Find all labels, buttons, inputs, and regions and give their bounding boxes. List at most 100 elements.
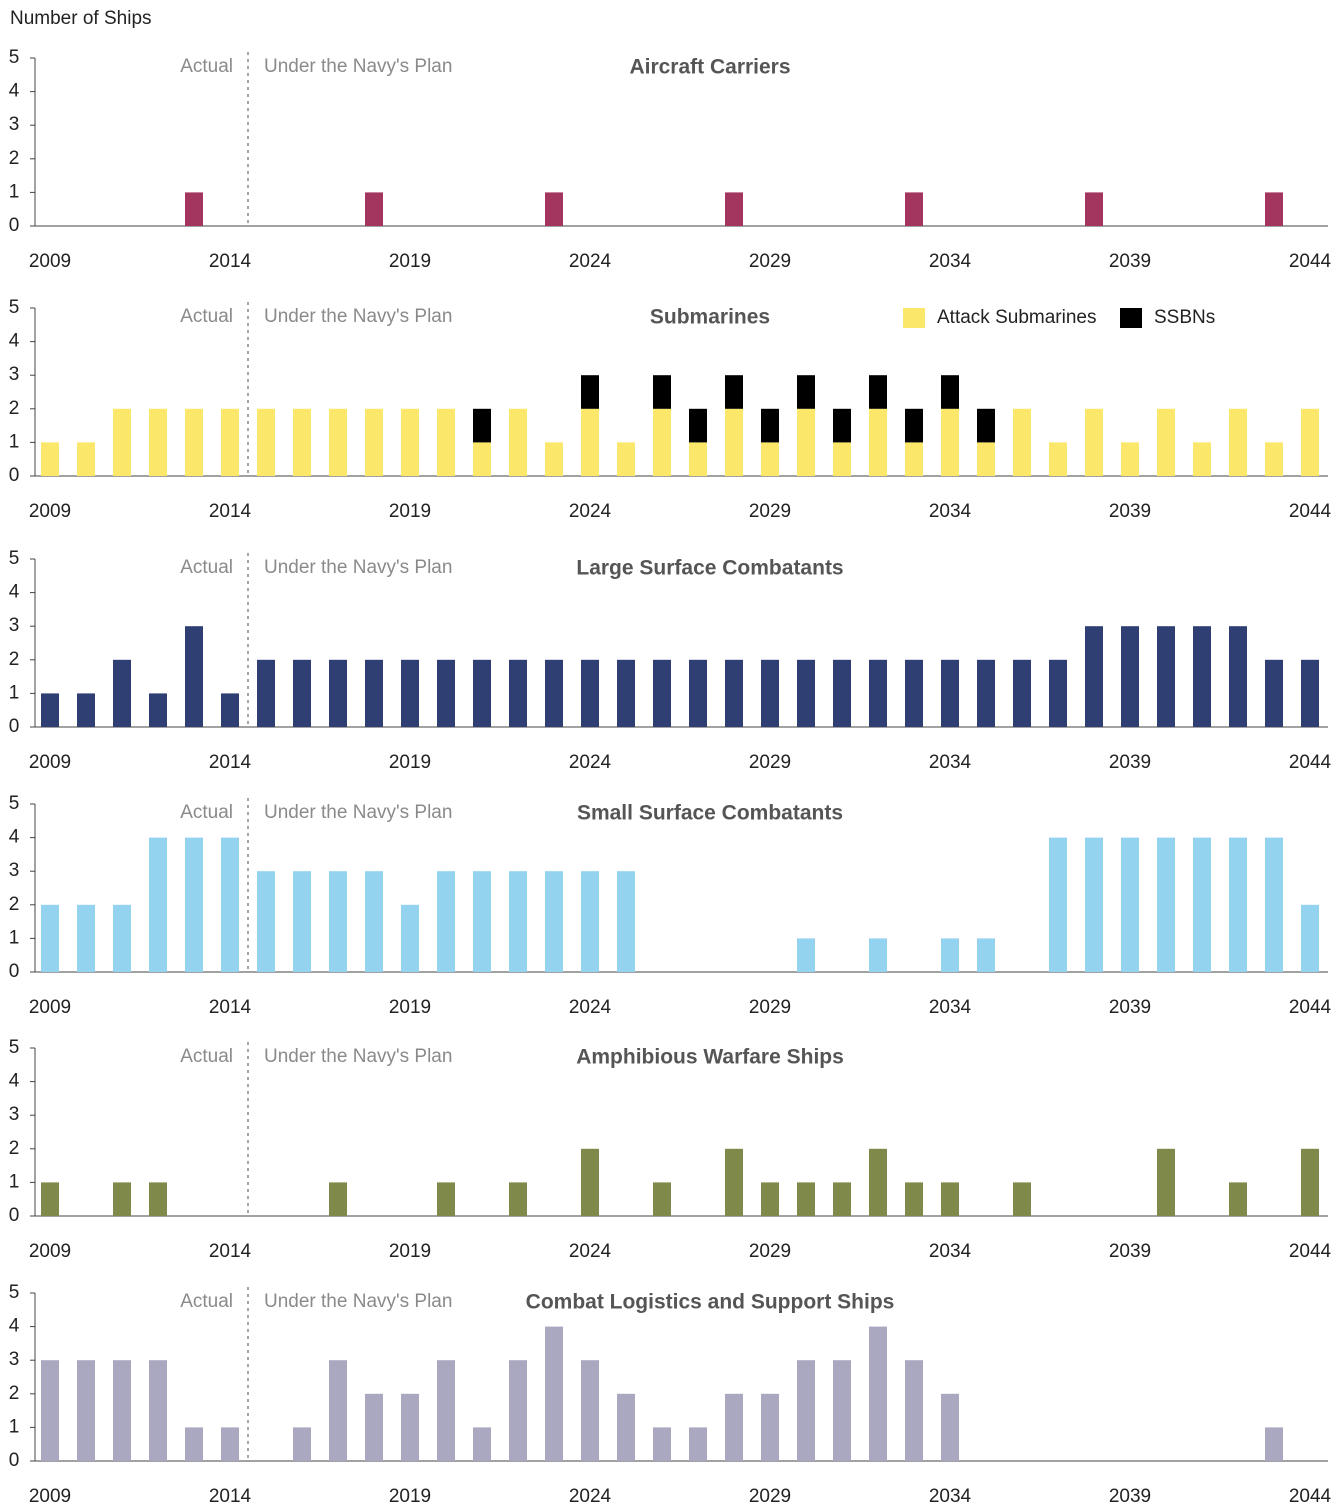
y-tick-label: 5 [9, 548, 20, 569]
bar [725, 192, 743, 226]
x-tick-label: 2029 [749, 501, 791, 522]
bar [869, 1148, 887, 1216]
bar [437, 1182, 455, 1216]
bar [185, 837, 203, 972]
y-tick-label: 4 [9, 1316, 20, 1337]
x-tick-label: 2029 [749, 1486, 791, 1507]
x-tick-label: 2029 [749, 1241, 791, 1262]
y-tick-label: 1 [9, 927, 20, 948]
bar-segment [581, 408, 599, 476]
x-tick-label: 2034 [929, 752, 972, 773]
annotation: Actual [180, 1291, 233, 1312]
bar [1157, 837, 1175, 972]
bar-segment [1085, 408, 1103, 476]
bar [1049, 837, 1067, 972]
x-tick-label: 2024 [569, 752, 612, 773]
y-tick-label: 1 [9, 682, 20, 703]
y-tick-label: 4 [9, 827, 20, 848]
bar [617, 1393, 635, 1461]
bar [365, 659, 383, 727]
bar [653, 1427, 671, 1461]
bar [1229, 626, 1247, 727]
bar [41, 904, 59, 972]
x-tick-label: 2029 [749, 997, 791, 1018]
y-tick-label: 0 [9, 961, 20, 982]
x-tick-label: 2009 [29, 997, 71, 1018]
x-tick-label: 2014 [209, 251, 252, 272]
bar-segment [221, 408, 239, 476]
y-tick-label: 3 [9, 615, 20, 636]
bar [833, 1360, 851, 1461]
bar-segment [725, 408, 743, 476]
y-tick-label: 1 [9, 1416, 20, 1437]
bar [761, 1393, 779, 1461]
bar [833, 1182, 851, 1216]
y-tick-label: 5 [9, 297, 20, 318]
y-tick-label: 3 [9, 1349, 20, 1370]
bar [113, 1182, 131, 1216]
bar [689, 1427, 707, 1461]
bar [797, 1182, 815, 1216]
bar [149, 1360, 167, 1461]
bar [473, 1427, 491, 1461]
bar [581, 659, 599, 727]
annotation: Actual [180, 56, 233, 77]
bar [1265, 837, 1283, 972]
bar [869, 659, 887, 727]
x-tick-label: 2044 [1289, 1486, 1332, 1507]
x-tick-label: 2024 [569, 997, 612, 1018]
x-tick-label: 2044 [1289, 251, 1332, 272]
bar [329, 1360, 347, 1461]
bar [545, 1326, 563, 1461]
x-tick-label: 2014 [209, 1241, 252, 1262]
bar [617, 659, 635, 727]
bar [617, 871, 635, 972]
bar [1085, 837, 1103, 972]
bar [149, 1182, 167, 1216]
y-tick-label: 5 [9, 1037, 20, 1058]
bar [581, 1148, 599, 1216]
y-tick-label: 1 [9, 1171, 20, 1192]
bar [545, 871, 563, 972]
x-tick-label: 2034 [929, 501, 972, 522]
x-tick-label: 2029 [749, 752, 791, 773]
x-tick-label: 2044 [1289, 501, 1332, 522]
bar [581, 1360, 599, 1461]
x-tick-label: 2019 [389, 251, 431, 272]
bar-segment [869, 408, 887, 476]
bar [797, 938, 815, 972]
annotation: Actual [180, 1046, 233, 1067]
bar-segment [1193, 442, 1211, 476]
bar [941, 938, 959, 972]
x-tick-label: 2024 [569, 251, 612, 272]
bar [401, 1393, 419, 1461]
bar [797, 659, 815, 727]
y-tick-label: 0 [9, 215, 20, 236]
bar-segment [329, 408, 347, 476]
bar [77, 904, 95, 972]
bar [329, 659, 347, 727]
bar [401, 904, 419, 972]
x-tick-label: 2039 [1109, 997, 1151, 1018]
bar [545, 192, 563, 226]
bar-segment [581, 375, 599, 409]
bar [905, 1360, 923, 1461]
bar [1265, 659, 1283, 727]
bar-segment [977, 442, 995, 476]
chart-title: Small Surface Combatants [577, 802, 843, 825]
bar-segment [293, 408, 311, 476]
x-tick-label: 2014 [209, 1486, 252, 1507]
y-tick-label: 4 [9, 331, 20, 352]
bar [581, 871, 599, 972]
bar [185, 1427, 203, 1461]
bar-segment [1157, 408, 1175, 476]
bar [401, 659, 419, 727]
bar-segment [617, 442, 635, 476]
bar-segment [869, 375, 887, 409]
bar-segment [77, 442, 95, 476]
bar [77, 693, 95, 727]
bar [257, 659, 275, 727]
legend-swatch [903, 308, 925, 328]
bar [221, 837, 239, 972]
x-tick-label: 2019 [389, 1486, 431, 1507]
